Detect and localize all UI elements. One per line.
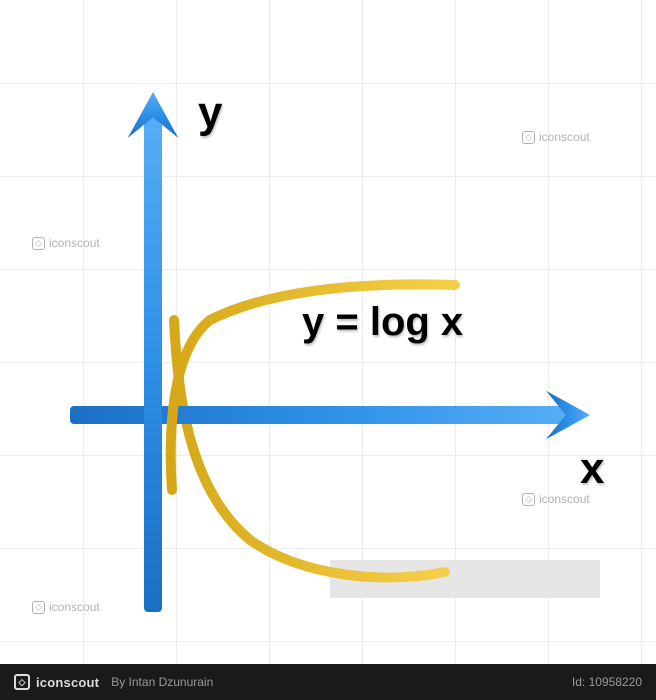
y-axis-label: y [198, 88, 222, 138]
iconscout-logo-icon [522, 493, 535, 506]
watermark-text: iconscout [49, 600, 100, 614]
iconscout-logo-icon [14, 674, 30, 690]
footer-author-name: Intan Dzunurain [129, 675, 214, 689]
equation-label: y = log x [302, 300, 463, 345]
footer-author: By Intan Dzunurain [111, 675, 213, 689]
footer-bar: iconscout By Intan Dzunurain Id: 1095822… [0, 664, 656, 700]
watermark: iconscout [32, 600, 100, 614]
iconscout-logo-icon [32, 237, 45, 250]
watermark: iconscout [32, 236, 100, 250]
iconscout-logo-icon [32, 601, 45, 614]
footer-logo: iconscout [14, 674, 99, 690]
watermark-text: iconscout [539, 492, 590, 506]
y-axis-bar [144, 110, 162, 612]
watermark-text: iconscout [539, 130, 590, 144]
x-axis-label: x [580, 444, 604, 494]
watermark: iconscout [522, 130, 590, 144]
footer-id: Id: 10958220 [572, 675, 642, 689]
watermark-text: iconscout [49, 236, 100, 250]
footer-id-value: 10958220 [589, 675, 642, 689]
log-curve-lower [174, 320, 445, 577]
iconscout-logo-icon [522, 131, 535, 144]
footer-brand-text: iconscout [36, 675, 99, 690]
watermark: iconscout [522, 492, 590, 506]
log-graph-diagram [0, 0, 656, 700]
footer-author-prefix: By [111, 675, 128, 689]
footer-id-prefix: Id: [572, 675, 589, 689]
